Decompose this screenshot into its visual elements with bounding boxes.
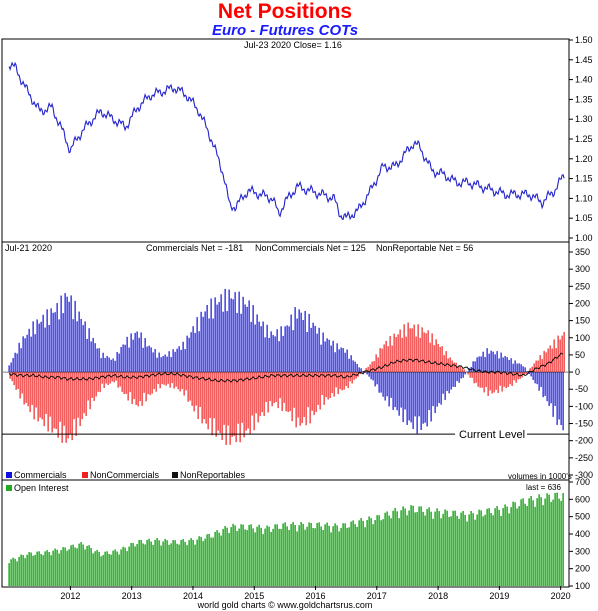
oi-axis-tick-label: 300 [575, 546, 590, 556]
net-layer [3, 288, 568, 445]
price-layer [8, 61, 565, 221]
x-axis-tick-label: 2015 [244, 591, 264, 601]
price-axis-tick-label: 1.30 [575, 114, 593, 124]
legend-nonreportables-swatch [172, 472, 178, 478]
oi-axis-tick-label: 200 [575, 564, 590, 574]
chart-title: Net Positions [217, 0, 353, 23]
nonreportables-line [8, 352, 564, 383]
net-axis-tick-label: -250 [575, 453, 593, 463]
net-axis-tick-label: -300 [575, 470, 593, 480]
oi-axis-tick-label: 600 [575, 494, 590, 504]
price-axis-tick-label: 1.50 [575, 35, 593, 45]
legend-open-interest-swatch [6, 485, 12, 491]
price-axis-tick-label: 1.20 [575, 154, 593, 164]
x-axis-tick-label: 2020 [551, 591, 571, 601]
x-axis-tick-label: 2013 [122, 591, 142, 601]
net-axis-tick-label: 300 [575, 264, 590, 274]
oi-axis-tick-label: 400 [575, 529, 590, 539]
price-line [8, 61, 565, 221]
price-annotation: Jul-23 2020 Close= 1.16 [244, 40, 342, 50]
axes-layer: 1.50 1.45 1.40 1.35 1.30 1.25 1.20 1.15 1.10 1.05… [60, 35, 593, 601]
legend-commercials-swatch [6, 472, 12, 478]
legend-noncommercials-swatch [82, 472, 88, 478]
legend-nonreportables-label: NonReportables [180, 470, 246, 480]
price-panel [1, 38, 570, 243]
net-axis-tick-label: -100 [575, 401, 593, 411]
oi-axis-tick-label: 500 [575, 512, 590, 522]
net-axis-tick-label: 350 [575, 247, 590, 257]
net-date-annotation: Jul-21 2020 [5, 243, 52, 253]
noncommercials-net-annotation: NonCommercials Net = 125 [255, 243, 366, 253]
net-axis-tick-label: 50 [575, 350, 585, 360]
units-note: volumes in 1000's [508, 472, 572, 481]
nonreportable-net-annotation: NonReportable Net = 56 [376, 243, 473, 253]
price-axis-tick-label: 1.40 [575, 75, 593, 85]
current-level-label: Current Level [459, 429, 525, 441]
net-axis-tick-label: 200 [575, 298, 590, 308]
net-axis-tick-label: -50 [575, 384, 588, 394]
last-value-label: last = 636 [526, 483, 561, 492]
price-axis-tick-label: 1.15 [575, 174, 593, 184]
x-axis-tick-label: 2014 [183, 591, 203, 601]
price-axis-tick-label: 1.05 [575, 213, 593, 223]
net-axis-tick-label: -200 [575, 436, 593, 446]
oi-axis-tick-label: 100 [575, 581, 590, 591]
price-axis-tick-label: 1.00 [575, 233, 593, 243]
net-axis-tick-label: 150 [575, 316, 590, 326]
x-axis-tick-label: 2012 [60, 591, 80, 601]
open-interest-layer [8, 492, 564, 586]
x-axis-tick-label: 2018 [428, 591, 448, 601]
x-axis-tick-label: 2016 [306, 591, 326, 601]
price-axis-tick-label: 1.35 [575, 94, 593, 104]
oi-axis-tick-label: 700 [575, 477, 590, 487]
footer-credit: world gold charts © www.goldchartsrus.co… [197, 600, 373, 610]
legend-open-interest-label: Open Interest [14, 483, 69, 493]
legend-commercials-label: Commercials [14, 470, 67, 480]
chart-subtitle: Euro - Futures COTs [211, 22, 359, 39]
commercials-net-annotation: Commercials Net = -181 [146, 243, 243, 253]
net-axis-tick-label: 250 [575, 281, 590, 291]
x-axis-tick-label: 2017 [367, 591, 387, 601]
price-axis-tick-label: 1.10 [575, 193, 593, 203]
net-axis-tick-label: 0 [575, 367, 580, 377]
price-axis-tick-label: 1.45 [575, 55, 593, 65]
net-axis-tick-label: -150 [575, 419, 593, 429]
current-level-label-bg [455, 428, 527, 441]
legend-noncommercials-label: NonCommercials [90, 470, 160, 480]
price-axis-tick-label: 1.25 [575, 134, 593, 144]
net-axis-tick-label: 100 [575, 333, 590, 343]
x-axis-tick-label: 2019 [489, 591, 509, 601]
